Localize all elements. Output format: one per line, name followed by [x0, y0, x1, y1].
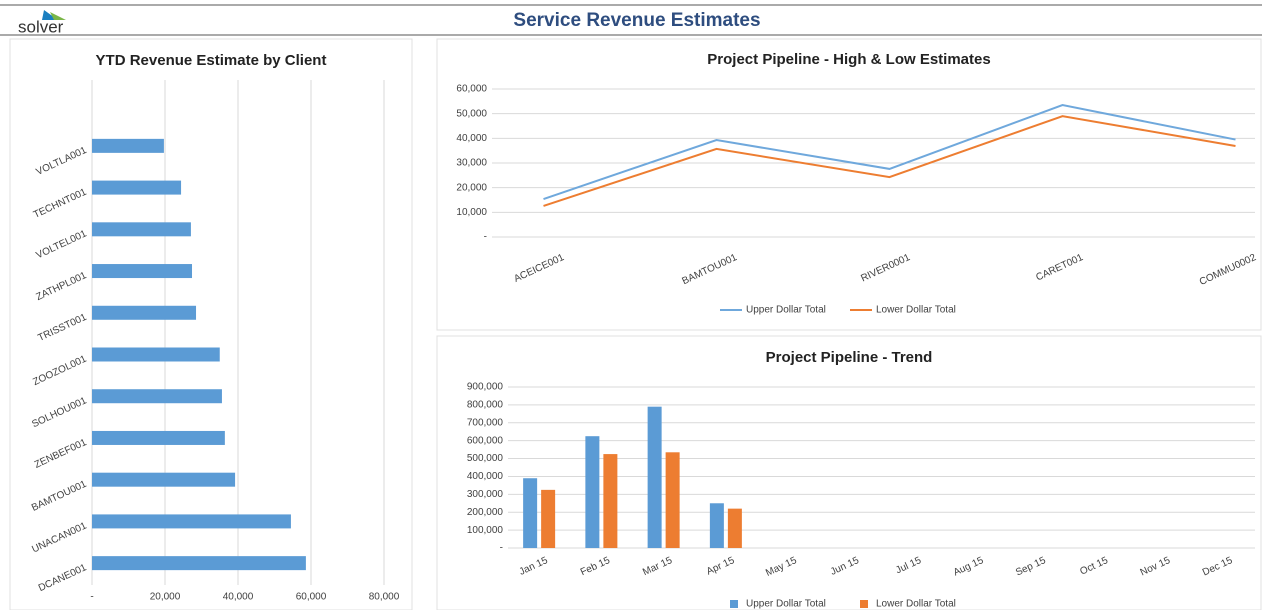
bar	[92, 556, 306, 571]
chart-title: YTD Revenue Estimate by Client	[96, 52, 327, 69]
panel	[436, 38, 1262, 331]
legend-label: Lower Dollar Total	[876, 305, 956, 316]
y-tick-label: 900,000	[467, 382, 504, 393]
bar	[92, 472, 236, 487]
x-tick-label: 80,000	[369, 592, 400, 603]
legend-label: Lower Dollar Total	[876, 599, 956, 610]
x-tick-label: 20,000	[150, 592, 181, 603]
panel	[436, 335, 1262, 610]
y-tick-label: 800,000	[467, 400, 504, 411]
y-tick-label: -	[484, 232, 487, 243]
logo: solver	[18, 17, 64, 36]
y-tick-label: 600,000	[467, 435, 504, 446]
y-tick-label: 700,000	[467, 417, 504, 428]
bar	[665, 452, 680, 548]
panel	[9, 38, 413, 610]
y-tick-label: 50,000	[456, 108, 487, 119]
y-tick-label: 40,000	[456, 133, 487, 144]
bar	[603, 454, 618, 548]
bar	[92, 180, 182, 195]
y-tick-label: 200,000	[467, 507, 504, 518]
bar	[92, 222, 191, 237]
bar	[92, 264, 193, 279]
bar	[92, 389, 222, 404]
y-tick-label: 100,000	[467, 525, 504, 536]
legend-label: Upper Dollar Total	[746, 599, 826, 610]
bar	[92, 138, 164, 153]
y-tick-label: 30,000	[456, 158, 487, 169]
legend-label: Upper Dollar Total	[746, 305, 826, 316]
y-tick-label: 60,000	[456, 84, 487, 95]
bar	[523, 478, 538, 548]
y-tick-label: -	[500, 543, 503, 554]
bar	[92, 514, 291, 529]
chart-title: Project Pipeline - Trend	[766, 349, 933, 366]
bar	[541, 489, 556, 548]
x-tick-label: 40,000	[223, 592, 254, 603]
chart-title: Project Pipeline - High & Low Estimates	[707, 51, 990, 68]
legend-swatch	[860, 600, 868, 608]
line	[543, 103, 1236, 200]
bar	[585, 436, 600, 548]
x-tick-label: 60,000	[296, 592, 327, 603]
y-tick-label: 10,000	[456, 207, 487, 218]
x-tick-label: -	[90, 592, 93, 603]
bar	[727, 508, 742, 548]
bar	[92, 305, 197, 320]
bar	[647, 406, 662, 548]
y-tick-label: 300,000	[467, 489, 504, 500]
y-tick-label: 400,000	[467, 471, 504, 482]
bar	[92, 430, 225, 445]
legend-swatch	[730, 600, 738, 608]
y-tick-label: 20,000	[456, 182, 487, 193]
line	[543, 115, 1236, 207]
logo-icon	[50, 12, 66, 20]
page-title: Service Revenue Estimates	[513, 10, 760, 31]
bar	[709, 503, 724, 548]
bar	[92, 347, 220, 362]
y-tick-label: 500,000	[467, 453, 504, 464]
